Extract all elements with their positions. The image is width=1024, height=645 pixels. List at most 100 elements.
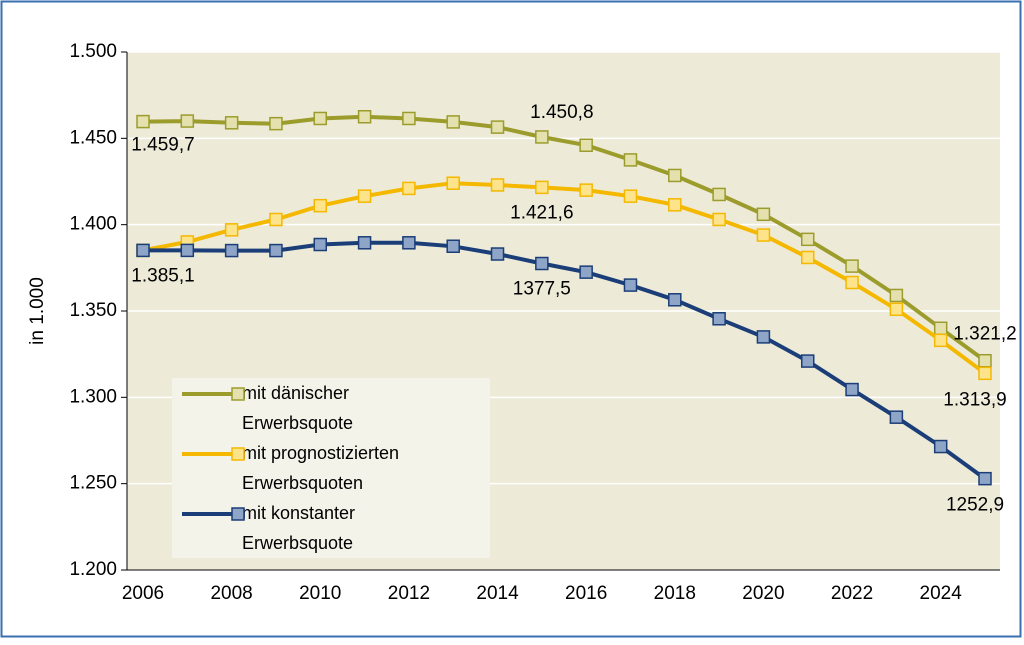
marker	[269, 243, 283, 258]
legend: mit dänischer Erwerbsquote mit prognostiz…	[172, 378, 490, 558]
marker	[490, 178, 505, 192]
marker	[180, 114, 195, 128]
marker	[313, 198, 328, 213]
marker	[978, 471, 992, 486]
marker	[933, 321, 948, 336]
legend-entry: mit dänischer Erwerbsquote	[172, 378, 462, 438]
marker	[490, 120, 505, 134]
y-tick-label: 1.500	[69, 41, 117, 62]
marker	[269, 116, 283, 131]
marker	[800, 232, 815, 247]
marker	[269, 212, 283, 227]
x-tick-label: 2018	[654, 583, 696, 604]
marker	[402, 236, 416, 250]
legend-marker	[231, 387, 245, 401]
marker	[446, 239, 460, 253]
marker	[800, 354, 815, 368]
x-tick-label: 2014	[476, 583, 519, 604]
x-tick-label: 2022	[831, 583, 873, 604]
y-tick-label: 1.350	[69, 300, 117, 321]
x-tick-label: 2020	[742, 583, 784, 604]
marker	[756, 330, 771, 344]
marker	[933, 333, 948, 348]
marker	[357, 189, 372, 203]
marker	[623, 278, 638, 292]
marker	[889, 410, 904, 424]
x-tick-label: 2016	[565, 583, 607, 604]
legend-entry: mit prognostizierten Erwerbsquoten	[172, 438, 462, 498]
legend-swatch	[182, 387, 245, 401]
marker	[800, 250, 815, 265]
data-label: 1377,5	[513, 279, 571, 300]
legend-label: mit konstanter Erwerbsquote	[242, 503, 356, 553]
data-label: 1.421,6	[510, 202, 573, 223]
series-line	[142, 114, 987, 363]
marker	[535, 256, 549, 271]
marker	[889, 288, 904, 303]
x-tick-label: 2024	[920, 583, 963, 604]
marker	[668, 168, 682, 183]
marker	[535, 130, 549, 144]
y-tick-label: 1.250	[69, 473, 117, 494]
marker	[490, 247, 505, 261]
marker	[535, 180, 549, 195]
marker	[712, 187, 726, 202]
marker	[978, 366, 992, 381]
data-label: 1.313,9	[943, 389, 1006, 410]
marker	[845, 259, 859, 273]
marker	[313, 111, 328, 126]
y-tick-label: 1.300	[69, 386, 117, 407]
legend-marker	[231, 447, 245, 461]
y-axis-label: in 1.000	[27, 277, 48, 345]
marker	[845, 275, 859, 290]
marker	[136, 243, 150, 258]
legend-label: mit prognostizierten Erwerbsquoten	[242, 443, 400, 493]
marker	[136, 114, 150, 129]
marker	[224, 116, 239, 130]
marker	[978, 353, 992, 368]
marker	[579, 265, 593, 279]
x-tick-label: 2012	[388, 583, 430, 604]
data-label: 1.450,8	[530, 102, 593, 123]
x-tick-label: 2006	[122, 583, 164, 604]
marker	[402, 111, 416, 126]
data-label: 1252,9	[946, 495, 1004, 516]
data-label: 1.321,2	[953, 324, 1016, 345]
marker	[668, 198, 682, 212]
marker	[623, 189, 638, 203]
marker	[756, 207, 771, 222]
marker	[446, 176, 460, 190]
marker	[933, 439, 948, 454]
series-line	[143, 240, 987, 481]
marker	[402, 181, 416, 196]
data-label: 1.459,7	[131, 135, 194, 156]
marker	[668, 293, 682, 307]
marker	[224, 223, 239, 237]
marker	[357, 110, 372, 124]
y-tick-label: 1.200	[69, 559, 117, 580]
marker	[357, 236, 372, 250]
marker	[446, 115, 460, 129]
series-line	[142, 181, 987, 375]
marker	[712, 212, 726, 227]
marker	[579, 183, 593, 197]
marker	[313, 237, 328, 252]
data-label: 1.385,1	[131, 265, 194, 286]
legend-label: mit dänischer Erwerbsquote	[242, 383, 354, 433]
x-tick-label: 2010	[299, 583, 341, 604]
marker	[756, 228, 771, 242]
legend-entry: mit konstanter Erwerbsquote	[172, 498, 462, 558]
marker	[579, 138, 593, 152]
y-tick-label: 1.450	[69, 127, 117, 148]
marker	[845, 382, 859, 397]
marker	[712, 312, 726, 326]
legend-swatch	[182, 507, 245, 521]
legend-swatch	[182, 447, 245, 461]
marker	[889, 302, 904, 317]
y-tick-label: 1.400	[69, 214, 117, 235]
marker	[224, 243, 239, 258]
marker	[623, 153, 638, 167]
legend-marker	[231, 507, 245, 521]
